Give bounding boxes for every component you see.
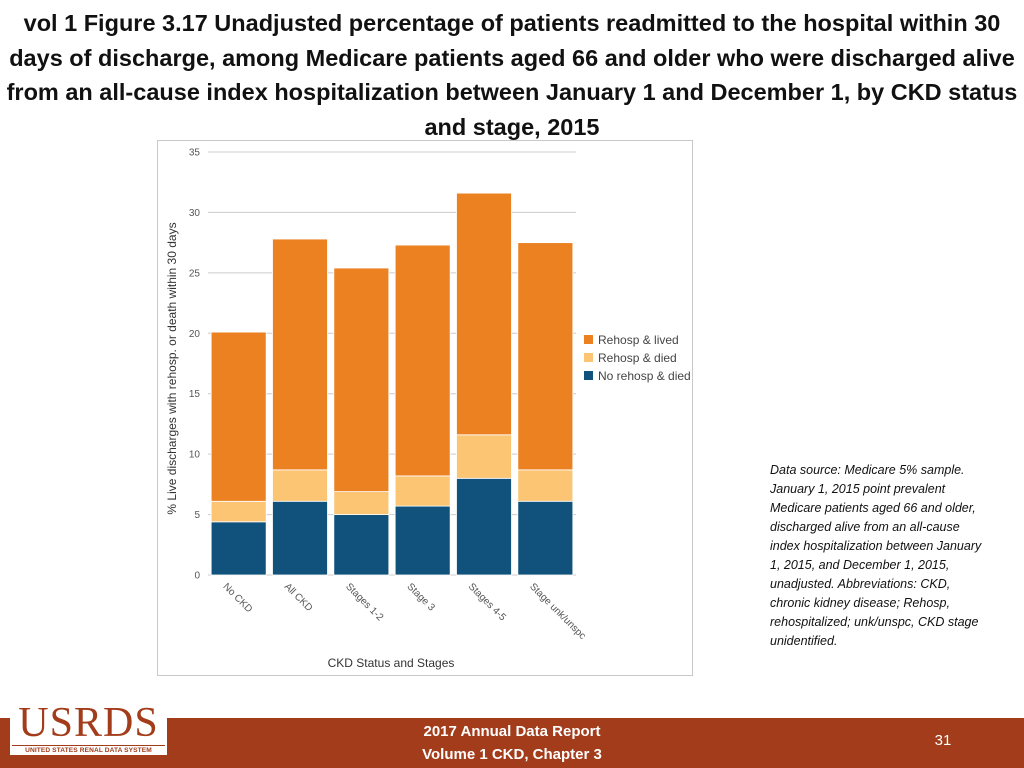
bar-segment-rehosp-died: [333, 491, 390, 515]
y-tick-label: 20: [189, 329, 201, 340]
legend-swatch: [584, 335, 593, 344]
x-tick-label: Stage 3: [405, 581, 437, 613]
y-tick-label: 15: [189, 389, 201, 400]
bar-segment-rehosp-lived: [456, 192, 512, 436]
y-tick-label: 10: [189, 450, 201, 461]
bar-segment-rehosp-lived: [333, 267, 390, 493]
bar-segment-rehosp-lived: [394, 244, 451, 477]
x-tick-label: No CKD: [221, 581, 255, 615]
bar-segment-rehosp-died: [394, 475, 451, 507]
bar-segment-rehosp-died: [456, 434, 512, 479]
logo-subtitle: UNITED STATES RENAL DATA SYSTEM: [12, 745, 165, 754]
footer-bar: [0, 718, 1024, 768]
bar-segment-rehosp-lived: [210, 331, 267, 502]
legend-label: Rehosp & died: [598, 351, 677, 365]
logo-wordmark: USRDS: [18, 700, 159, 746]
bar-segment-no-rehosp-died: [394, 505, 451, 576]
y-tick-label: 30: [189, 208, 201, 219]
bar-segment-rehosp-died: [517, 469, 574, 502]
bar-segment-no-rehosp-died: [210, 521, 267, 576]
y-tick-label: 25: [189, 268, 201, 279]
bar-segment-rehosp-lived: [272, 238, 328, 471]
y-tick-label: 5: [194, 510, 200, 521]
x-tick-label: Stage unk/unspc: [527, 581, 587, 641]
chart-frame: 0 5 10 15 20 25 30 35 No CKD All CKD Stages 1-2 Sta…: [157, 140, 693, 676]
footer-report-title: 2017 Annual Data Report: [423, 723, 601, 740]
bar-segment-rehosp-lived: [517, 242, 574, 471]
bar-segment-no-rehosp-died: [333, 514, 390, 576]
y-tick-label: 0: [194, 571, 200, 582]
page-number: 31: [934, 732, 952, 749]
legend-label: No rehosp & died: [598, 369, 691, 383]
y-axis-title: % Live discharges with rehosp. or death …: [165, 222, 179, 514]
legend-swatch: [584, 353, 593, 362]
footer-report-info: 2017 Annual Data Report Volume 1 CKD, Ch…: [340, 720, 684, 766]
data-source-note: Data source: Medicare 5% sample. January…: [770, 463, 982, 648]
legend-label: Rehosp & lived: [598, 333, 679, 347]
footer-report-volume: Volume 1 CKD, Chapter 3: [422, 746, 602, 763]
stacked-bar-chart: 0 5 10 15 20 25 30 35 No CKD All CKD Stages 1-2 Sta…: [165, 148, 691, 671]
x-tick-label: Stages 4-5: [466, 581, 508, 623]
bar-segment-no-rehosp-died: [456, 477, 512, 576]
bar-segment-no-rehosp-died: [272, 500, 328, 576]
x-axis-title: CKD Status and Stages: [328, 656, 455, 670]
y-tick-label: 35: [189, 148, 201, 159]
bar-segment-rehosp-died: [272, 469, 328, 502]
usrds-logo: USRDS UNITED STATES RENAL DATA SYSTEM: [10, 700, 167, 755]
legend-swatch: [584, 371, 593, 380]
bar-segment-rehosp-died: [210, 500, 267, 523]
x-tick-label: All CKD: [282, 581, 315, 614]
slide-title: vol 1 Figure 3.17 Unadjusted percentage …: [6, 10, 1018, 140]
x-tick-label: Stages 1-2: [343, 581, 385, 623]
bar-segment-no-rehosp-died: [517, 500, 574, 576]
